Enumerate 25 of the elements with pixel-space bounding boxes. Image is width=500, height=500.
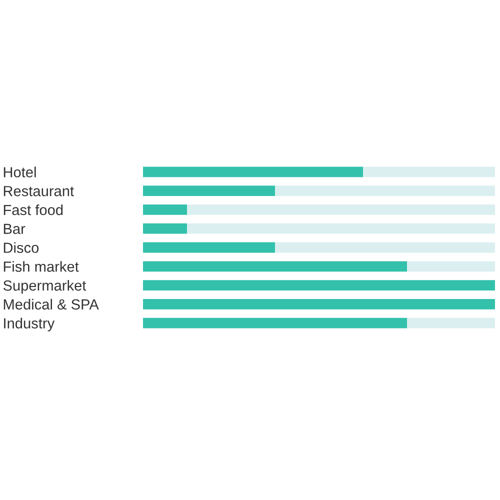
bar [275, 186, 495, 196]
y-tick-label: Fast food [4, 204, 63, 216]
y-tick-label: Industry [4, 318, 55, 332]
y-tick-label: Disco [4, 242, 39, 253]
bar [187, 223, 495, 234]
y-tick-label: Medical & SPA [4, 298, 99, 310]
bar [143, 242, 275, 253]
bar [407, 318, 495, 328]
bar [407, 261, 495, 272]
y-tick-label: Bar [4, 224, 26, 234]
y-tick-label: Supermarket [3, 280, 86, 294]
bar [143, 223, 187, 234]
bar [143, 318, 407, 328]
bar [143, 261, 407, 272]
bar [143, 298, 495, 310]
y-tick-label: Fish market [4, 261, 79, 272]
y-tick-label: Hotel [4, 166, 36, 178]
bar [143, 280, 495, 290]
bar [143, 166, 363, 178]
bar [275, 242, 495, 253]
bar [143, 204, 187, 215]
bar [187, 204, 495, 215]
bar [363, 166, 495, 178]
bar [143, 186, 275, 196]
y-tick-label: Restaurant [4, 186, 74, 196]
